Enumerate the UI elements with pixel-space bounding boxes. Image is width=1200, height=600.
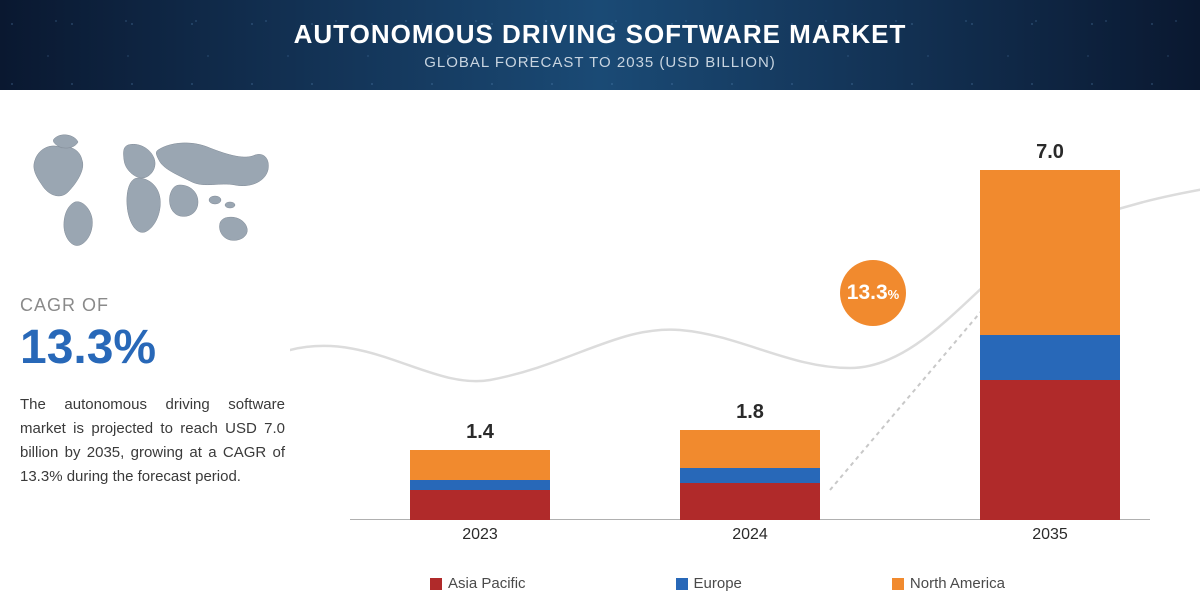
growth-rate-badge: 13.3 %: [840, 260, 906, 326]
bar-segment: [410, 490, 550, 520]
world-map-icon: [20, 120, 280, 260]
bar-group: 7.0: [980, 141, 1120, 520]
bar-segment: [680, 430, 820, 468]
legend-swatch: [430, 578, 442, 590]
legend-item: North America: [892, 575, 1005, 592]
header-banner: AUTONOMOUS DRIVING SOFTWARE MARKET GLOBA…: [0, 0, 1200, 90]
legend-label: Europe: [694, 575, 742, 592]
x-axis-label: 2035: [980, 526, 1120, 544]
x-axis-labels: 2023 2024 2035: [350, 526, 1150, 550]
legend-swatch: [676, 578, 688, 590]
bar-segment: [980, 335, 1120, 380]
cagr-label: CAGR OF: [20, 295, 285, 316]
x-axis-label: 2024: [680, 526, 820, 544]
bar-stack: [680, 430, 820, 520]
page-subtitle: GLOBAL FORECAST TO 2035 (USD BILLION): [424, 54, 776, 71]
chart-panel: 1.4 1.8 7.0 13.3 % 2023 2024 2035 Asia Pacif…: [310, 90, 1200, 600]
left-panel: CAGR OF 13.3% The autonomous driving sof…: [0, 90, 310, 600]
bar-total-value: 7.0: [1036, 141, 1064, 164]
bar-segment: [410, 450, 550, 480]
bar-segment: [980, 380, 1120, 520]
legend-label: North America: [910, 575, 1005, 592]
growth-rate-value: 13.3: [847, 260, 888, 326]
bar-segment: [680, 468, 820, 483]
bar-stack: [410, 450, 550, 520]
cagr-value: 13.3%: [20, 320, 285, 375]
percent-icon: %: [888, 262, 900, 328]
chart-area: 1.4 1.8 7.0: [350, 140, 1150, 520]
legend-item: Asia Pacific: [430, 575, 526, 592]
description-text: The autonomous driving software market i…: [20, 393, 285, 489]
bar-segment: [680, 483, 820, 521]
legend-swatch: [892, 578, 904, 590]
content-area: CAGR OF 13.3% The autonomous driving sof…: [0, 90, 1200, 600]
page-title: AUTONOMOUS DRIVING SOFTWARE MARKET: [294, 19, 907, 50]
x-axis-label: 2023: [410, 526, 550, 544]
chart-legend: Asia Pacific Europe North America: [430, 575, 1005, 592]
bar-total-value: 1.4: [466, 421, 494, 444]
legend-label: Asia Pacific: [448, 575, 526, 592]
bar-group: 1.4: [410, 421, 550, 520]
bar-total-value: 1.8: [736, 401, 764, 424]
bar-segment: [980, 170, 1120, 335]
bar-group: 1.8: [680, 401, 820, 520]
legend-item: Europe: [676, 575, 742, 592]
bar-segment: [410, 480, 550, 490]
bar-stack: [980, 170, 1120, 520]
